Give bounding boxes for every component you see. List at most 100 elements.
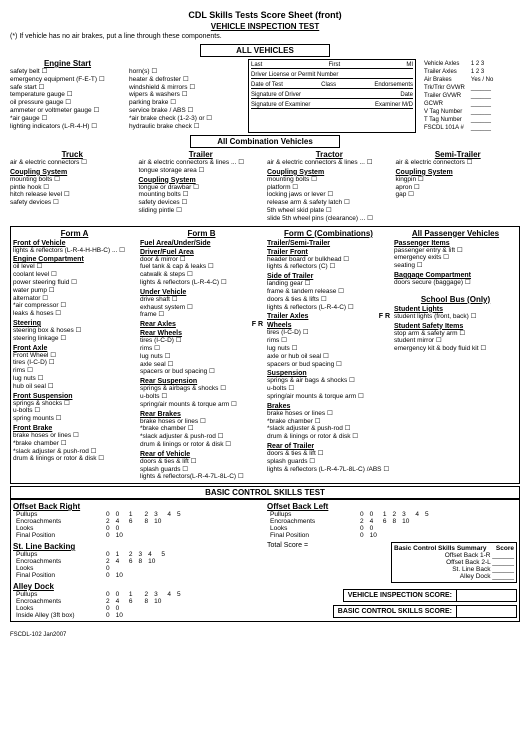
check-item[interactable]: lug nuts xyxy=(140,353,263,361)
check-item[interactable]: springs & air bags & shocks xyxy=(267,377,390,385)
check-item[interactable]: coolant level xyxy=(13,271,136,279)
check-item[interactable]: *air brake check (1-2-3) or xyxy=(129,115,244,123)
check-item[interactable]: air & electric connectors & lines ... xyxy=(139,159,264,167)
check-item[interactable]: u-bolts xyxy=(267,385,390,393)
form-section-title: Trailer AxlesF R xyxy=(267,313,390,320)
check-item[interactable]: lights & reflectors (L-R-4-C) xyxy=(267,304,390,312)
check-item[interactable]: safety devices xyxy=(139,199,264,207)
check-item[interactable]: frame xyxy=(140,311,263,319)
check-item[interactable]: drum & linings or rotor & disk xyxy=(267,433,390,441)
check-item[interactable]: mounting bolts xyxy=(10,176,135,184)
check-item[interactable]: tires (I-C-D) xyxy=(267,329,390,337)
check-item[interactable]: landing gear xyxy=(267,280,390,288)
check-item[interactable]: student mirror xyxy=(394,337,517,345)
check-item[interactable]: springs & airbags & shocks xyxy=(140,385,263,393)
check-item[interactable]: horn(s) xyxy=(129,68,244,76)
check-item[interactable]: leaks & hoses xyxy=(13,310,136,318)
check-item[interactable]: axle or hub oil seal xyxy=(267,353,390,361)
check-item[interactable]: gap xyxy=(396,191,521,199)
check-item[interactable]: steering linkage xyxy=(13,335,136,343)
check-item[interactable]: emergency kit & body fluid kit xyxy=(394,345,517,353)
check-item[interactable]: tires (I-C-D) xyxy=(13,359,136,367)
check-item[interactable]: brake hoses or lines xyxy=(267,410,390,418)
check-item[interactable]: fuel tank & cap & leaks xyxy=(140,263,263,271)
check-item[interactable]: service brake / ABS xyxy=(129,107,244,115)
info-line[interactable]: Signature of DriverDate xyxy=(251,92,413,99)
check-item[interactable]: rims xyxy=(267,337,390,345)
check-item[interactable]: u-bolts xyxy=(140,393,263,401)
check-item[interactable]: hub oil seal xyxy=(13,383,136,391)
check-item[interactable]: slide 5th wheel pins (clearance) ... xyxy=(267,215,392,223)
check-item[interactable]: doors secure (baggage) xyxy=(394,279,517,287)
check-item[interactable]: lights & reflectors (L-R-4-7L-8L-C) /ABS xyxy=(267,466,390,474)
skill-title: Offset Back Left xyxy=(267,502,517,511)
check-item[interactable]: frame & tandem release xyxy=(267,288,390,296)
info-line[interactable]: LastFirstMI xyxy=(251,62,413,69)
form-section-title: Student Safety Items xyxy=(394,323,517,330)
check-item[interactable]: *brake chamber xyxy=(140,425,263,433)
check-item[interactable]: ammeter or voltmeter gauge xyxy=(10,107,125,115)
check-item[interactable]: power steering fluid xyxy=(13,279,136,287)
check-item[interactable]: 5th wheel skid plate xyxy=(267,207,392,215)
check-item[interactable]: emergency equipment (F-E-T) xyxy=(10,76,125,84)
check-item[interactable]: drum & linings or rotor & disk xyxy=(140,441,263,449)
check-item[interactable]: doors & ties & lifts xyxy=(267,296,390,304)
check-item[interactable]: *air compressor xyxy=(13,302,136,310)
check-item[interactable]: u-bolts xyxy=(13,407,136,415)
check-item[interactable]: air & electric connectors & lines ... xyxy=(267,159,392,167)
check-item[interactable]: lug nuts xyxy=(13,375,136,383)
check-item[interactable]: splash guards xyxy=(267,458,390,466)
check-item[interactable]: spring/air mounts & torque arm xyxy=(267,393,390,401)
check-item[interactable]: lights & reflectors (L-R-4-H-HB-C) ... xyxy=(13,247,136,255)
check-item[interactable]: emergency exits xyxy=(394,254,517,262)
check-item[interactable]: *slack adjuster & push-rod xyxy=(267,425,390,433)
check-item[interactable]: student lights (front, back) xyxy=(394,313,517,321)
check-item[interactable]: catwalk & steps xyxy=(140,271,263,279)
check-item[interactable]: drive shaft xyxy=(140,296,263,304)
check-item[interactable]: lights & reflectors (L-R-4-C) xyxy=(140,279,263,287)
check-item[interactable]: brake hoses or lines xyxy=(13,432,136,440)
check-item[interactable]: spacers or bud spacing xyxy=(267,361,390,369)
check-item[interactable]: lug nuts xyxy=(267,345,390,353)
info-line[interactable]: Signature of ExaminerExaminer M/D xyxy=(251,102,413,109)
check-item[interactable]: air & electric connectors xyxy=(10,159,135,167)
check-item[interactable]: rims xyxy=(140,345,263,353)
check-item[interactable]: safety devices xyxy=(10,199,135,207)
check-item[interactable]: safety belt xyxy=(10,68,125,76)
check-item[interactable]: seating xyxy=(394,262,517,270)
check-item[interactable]: steering box & hoses xyxy=(13,327,136,335)
check-item[interactable]: release arm & safety latch xyxy=(267,199,392,207)
info-line[interactable]: Driver License or Permit Number xyxy=(251,72,413,79)
check-item[interactable]: parking brake xyxy=(129,99,244,107)
check-item[interactable]: lighting indicators (L-R-4-H) xyxy=(10,123,125,131)
check-item[interactable]: air & electric connectors xyxy=(396,159,521,167)
check-item[interactable]: *air gauge xyxy=(10,115,125,123)
check-item[interactable]: rims xyxy=(13,367,136,375)
check-item[interactable]: water pump xyxy=(13,287,136,295)
coupling-title: Coupling System xyxy=(139,177,264,184)
check-item[interactable]: doors & ties & lift xyxy=(267,450,390,458)
note-line: (*) If vehicle has no air brakes, put a … xyxy=(10,33,520,40)
check-item[interactable]: hydraulic brake check xyxy=(129,123,244,131)
check-item[interactable]: spring/air mounts & torque arm xyxy=(140,401,263,409)
check-item[interactable]: drum & linings or rotor & disk xyxy=(13,455,136,463)
check-item[interactable]: apron xyxy=(396,184,521,192)
check-item[interactable]: lights & reflectors (C) xyxy=(267,263,390,271)
check-item[interactable]: spacers or bud spacing xyxy=(140,368,263,376)
check-item[interactable]: oil pressure gauge xyxy=(10,99,125,107)
combo-title: Semi-Trailer xyxy=(396,150,521,159)
check-item[interactable]: *slack adjuster & push-rod xyxy=(140,433,263,441)
check-item[interactable]: lights & reflectors(L-R-4-7L-8L-C) xyxy=(140,473,263,481)
check-item[interactable]: *brake chamber xyxy=(13,440,136,448)
check-item[interactable]: heater & defroster xyxy=(129,76,244,84)
info-row: Vehicle Axles1 2 3 xyxy=(422,61,495,67)
check-item[interactable]: kingpin xyxy=(396,176,521,184)
check-item[interactable]: oil level xyxy=(13,263,136,271)
info-line[interactable]: Date of TestClassEndorsements xyxy=(251,82,413,89)
check-item[interactable]: tongue storage area xyxy=(139,167,264,175)
check-item[interactable]: mounting bolts xyxy=(267,176,392,184)
check-item[interactable]: tires (I-C-D) xyxy=(140,337,263,345)
check-item[interactable]: sliding pintle xyxy=(139,207,264,215)
check-item[interactable]: doors & ties & lift xyxy=(140,458,263,466)
check-item[interactable]: spring mounts xyxy=(13,415,136,423)
